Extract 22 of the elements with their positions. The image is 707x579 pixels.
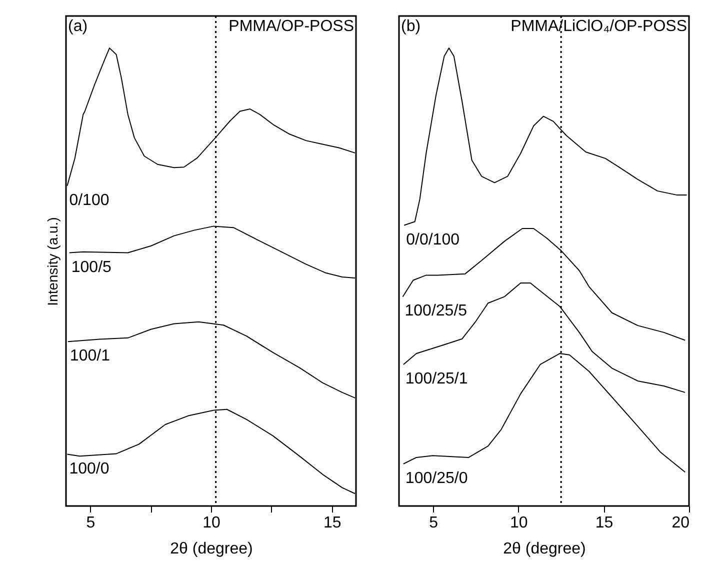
- series-label: 100/25/5: [404, 302, 468, 320]
- text: PMMA/OP-POSS: [228, 18, 354, 35]
- x-tick-label: 10: [510, 514, 528, 532]
- x-axis-title: 2θ (degree): [170, 540, 253, 558]
- x-tick-label: 5: [86, 514, 96, 532]
- x-tick-label: 15: [323, 514, 342, 532]
- series-label: 0/100: [69, 192, 110, 209]
- series-label: 100/25/0: [405, 470, 468, 487]
- series-label: 100/25/1: [405, 370, 468, 388]
- x-tick-label: 20: [672, 514, 690, 532]
- x-tick-label: 5: [429, 514, 438, 532]
- text: PMMA/LiClO₄/OP-POSS: [510, 18, 687, 35]
- x-axis-title: 2θ (degree): [503, 540, 586, 558]
- text: (a): [68, 18, 88, 35]
- y-axis-title: Intensity (a.u.): [44, 217, 60, 306]
- series-label: 0/0/100: [406, 231, 460, 248]
- series-label: 100/1: [70, 348, 110, 365]
- series-label: 100/0: [69, 460, 110, 478]
- text: (b): [401, 18, 421, 35]
- series-label: 100/5: [71, 258, 112, 276]
- x-tick-label: 15: [595, 514, 614, 532]
- x-tick-label: 10: [202, 514, 220, 532]
